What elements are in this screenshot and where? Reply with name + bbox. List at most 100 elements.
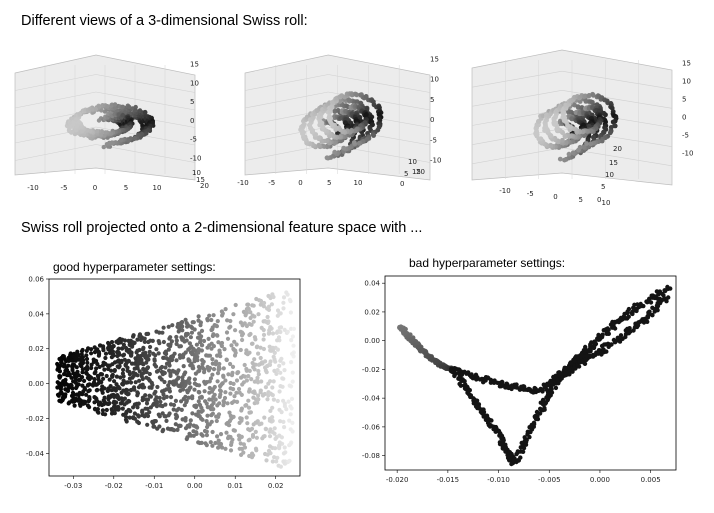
x-tick-label: -5 (527, 190, 534, 198)
embedding-point (244, 403, 249, 408)
embedding-point (250, 451, 255, 456)
embedding-point (230, 364, 236, 369)
embedding-point (120, 337, 125, 342)
embedding-point (253, 420, 258, 425)
embedding-point (133, 371, 138, 376)
roll-point (570, 150, 576, 156)
embedding-point (85, 364, 90, 369)
embedding-point (78, 391, 83, 396)
embedding-point (199, 440, 204, 445)
embedding-point (275, 347, 280, 352)
embedding-point (638, 301, 643, 307)
embedding-point (259, 379, 264, 384)
embedding-point (224, 330, 230, 335)
embedding-point (154, 395, 159, 400)
z-tick-label: 5 (190, 98, 194, 106)
embedding-point (55, 361, 60, 367)
embedding-point (249, 377, 254, 382)
embedding-point (240, 382, 245, 387)
embedding-point (246, 405, 252, 410)
embedding-point (600, 332, 605, 337)
embedding-point (124, 400, 129, 405)
embedding-point (266, 381, 271, 386)
embedding-point (275, 308, 281, 313)
embedding-point (122, 357, 127, 362)
embedding-point (163, 365, 168, 370)
embedding-point (120, 406, 125, 411)
embedding-point (261, 337, 266, 342)
embedding-point (233, 328, 238, 333)
embedding-point (250, 390, 256, 395)
embedding-point (492, 380, 497, 385)
embedding-point (135, 393, 140, 398)
embedding-point (156, 368, 161, 373)
roll-point (576, 147, 581, 153)
z-tick-label: 5 (682, 96, 686, 104)
embedding-point (163, 414, 168, 419)
z-tick-label: 10 (430, 76, 439, 84)
embedding-point (168, 342, 173, 347)
embedding-point (277, 440, 282, 445)
embedding-point (278, 464, 283, 469)
x-tick-label: 5 (579, 196, 583, 204)
embedding-point (291, 326, 296, 331)
embedding-point (109, 368, 114, 373)
embedding-point (160, 429, 165, 434)
embedding-point (287, 458, 292, 463)
embedding-point (541, 400, 547, 405)
embedding-point (74, 385, 79, 391)
embedding-point (269, 348, 274, 353)
embedding-point (184, 331, 189, 337)
embedding-point (125, 368, 130, 373)
embedding-point (94, 347, 99, 353)
embedding-point (182, 339, 187, 344)
roll-point (94, 128, 100, 134)
good-settings-title: good hyperparameter settings: (53, 260, 216, 274)
y-tick-label: 10 (192, 169, 201, 177)
embedding-point (197, 365, 202, 370)
embedding-point (92, 380, 97, 385)
grid-line (14, 74, 97, 91)
embedding-point (167, 386, 172, 391)
embedding-point (262, 300, 267, 306)
embedding-point (226, 434, 231, 439)
embedding-point (503, 449, 508, 454)
embedding-point (92, 407, 98, 412)
embedding-point (160, 411, 165, 416)
embedding-point (210, 429, 215, 435)
embedding-point (157, 424, 162, 429)
roll-point (599, 138, 605, 144)
embedding-point (277, 389, 282, 394)
z-tick-label: 0 (430, 116, 434, 124)
embedding-point (549, 380, 554, 385)
z-tick-label: 15 (430, 56, 439, 64)
embedding-point (77, 398, 83, 403)
embedding-point (119, 359, 124, 365)
embedding-point (179, 399, 184, 404)
embedding-point (462, 379, 467, 384)
grid-line (471, 90, 563, 107)
heading-3d-views: Different views of a 3-dimensional Swiss… (21, 13, 308, 29)
embedding-point (224, 357, 229, 362)
embedding-point (239, 333, 245, 338)
embedding-point (96, 374, 101, 379)
embedding-point (147, 410, 152, 415)
embedding-point (191, 320, 196, 325)
embedding-point (87, 395, 92, 400)
embedding-point (188, 385, 193, 390)
embedding-point (105, 363, 110, 368)
embedding-point (237, 420, 242, 425)
embedding-point (281, 361, 286, 366)
embedding-point (210, 357, 215, 362)
embedding-point (196, 409, 201, 414)
embedding-point (121, 367, 126, 372)
roll-point (105, 104, 110, 109)
embedding-point (199, 416, 204, 421)
embedding-point (117, 352, 122, 357)
roll-point (560, 137, 565, 143)
embedding-point (156, 412, 161, 417)
embedding-point (187, 380, 192, 386)
embedding-point (273, 436, 278, 441)
y-tick-label: 10 (605, 171, 614, 179)
embedding-point (121, 342, 126, 347)
